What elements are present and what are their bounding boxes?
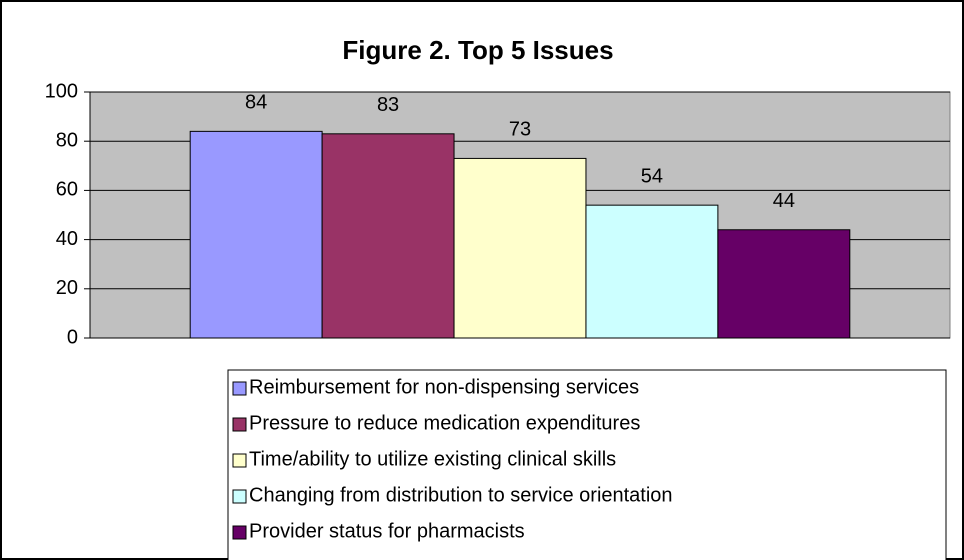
legend-swatch	[232, 381, 247, 396]
chart-title: Figure 2. Top 5 Issues	[342, 35, 613, 65]
legend-swatch	[232, 453, 247, 468]
y-tick-label: 40	[56, 228, 78, 250]
data-label: 54	[641, 165, 663, 187]
y-tick-label: 20	[56, 277, 78, 299]
legend-label: Provider status for pharmacists	[249, 520, 525, 542]
legend-swatch	[232, 489, 247, 504]
y-tick-label: 60	[56, 179, 78, 201]
legend-label: Changing from distribution to service or…	[249, 484, 673, 506]
legend-label: Time/ability to utilize existing clinica…	[249, 448, 616, 470]
data-label: 73	[509, 119, 531, 141]
bar	[189, 130, 323, 339]
y-tick-label: 0	[67, 326, 78, 348]
bar	[585, 204, 719, 339]
y-tick-label: 100	[45, 80, 78, 102]
bar	[321, 133, 455, 339]
legend-swatch	[232, 525, 247, 540]
data-label: 44	[773, 190, 795, 212]
data-label: 83	[377, 94, 399, 116]
bar	[453, 157, 587, 339]
legend-swatch	[232, 417, 247, 432]
legend-label: Pressure to reduce medication expenditur…	[249, 412, 640, 434]
y-tick-label: 80	[56, 129, 78, 151]
legend-label: Reimbursement for non-dispensing service…	[249, 376, 639, 398]
data-label: 84	[245, 92, 267, 114]
bar	[717, 229, 851, 339]
legend-box	[227, 369, 947, 560]
